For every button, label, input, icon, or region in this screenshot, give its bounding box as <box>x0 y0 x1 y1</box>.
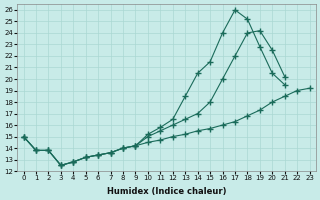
X-axis label: Humidex (Indice chaleur): Humidex (Indice chaleur) <box>107 187 226 196</box>
